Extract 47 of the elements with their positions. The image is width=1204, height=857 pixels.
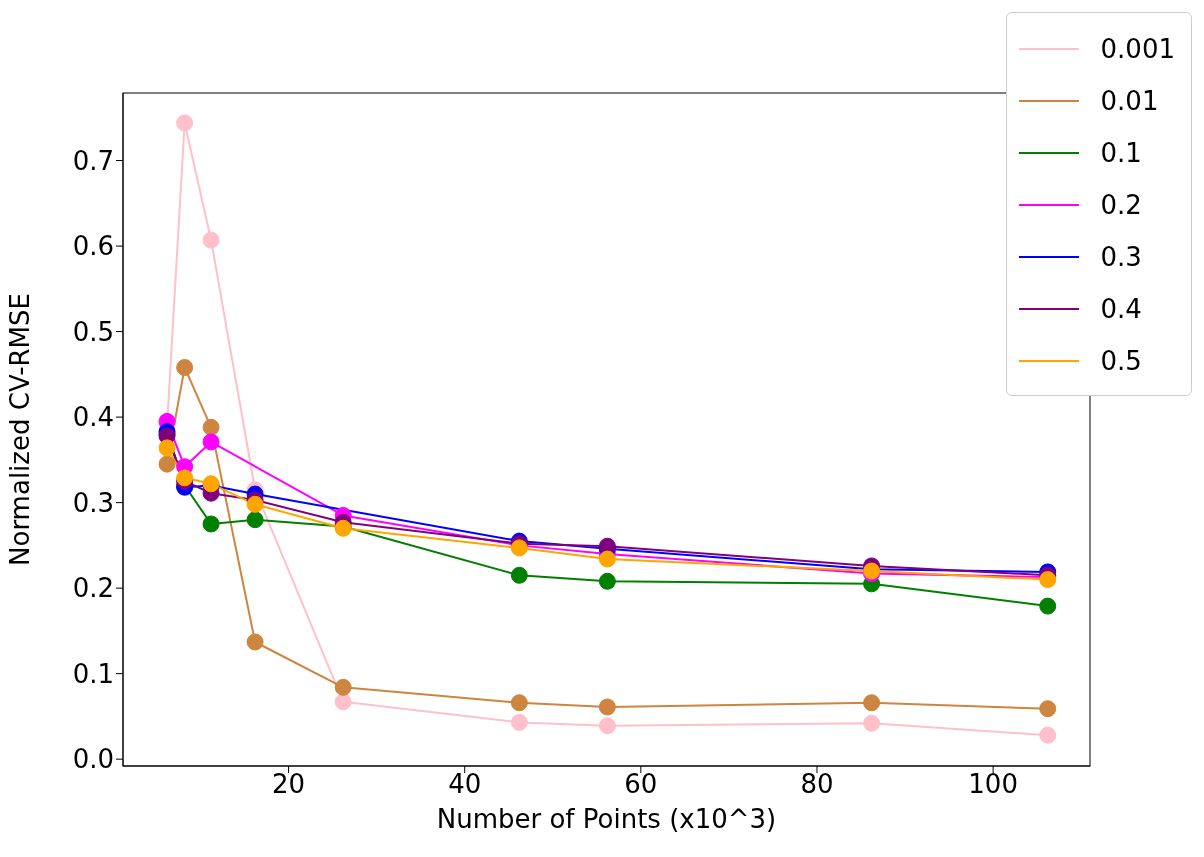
legend-label: 0.4 [1100, 294, 1142, 324]
x-tick-label: 60 [624, 769, 658, 800]
y-tick-label: 0.1 [72, 658, 114, 689]
y-tick-label: 0.4 [72, 402, 114, 433]
y-tick-label: 0.0 [72, 744, 114, 775]
x-tick-label: 80 [800, 769, 834, 800]
point [246, 633, 264, 651]
point [158, 455, 176, 473]
point [598, 572, 616, 590]
legend-label: 0.1 [1100, 138, 1142, 168]
y-tick-label: 0.5 [72, 316, 114, 347]
legend-label: 0.2 [1100, 190, 1142, 220]
point [863, 694, 881, 712]
point [158, 439, 176, 457]
point [202, 231, 220, 249]
x-tick-label: 20 [272, 769, 306, 800]
point [510, 566, 528, 584]
y-tick-label: 0.7 [72, 145, 114, 176]
legend-label: 0.001 [1100, 34, 1175, 64]
point [334, 693, 352, 711]
legend-label: 0.01 [1100, 86, 1159, 116]
y-axis-title: Normalized CV-RMSE [5, 293, 36, 566]
x-axis-title: Number of Points (x10^3) [436, 804, 777, 834]
point [246, 511, 264, 529]
point [598, 550, 616, 568]
y-tick-label: 0.3 [72, 487, 114, 518]
point [1039, 597, 1057, 615]
point [598, 698, 616, 716]
x-tick-label: 40 [448, 769, 482, 800]
y-tick-label: 0.2 [72, 573, 114, 604]
point [202, 515, 220, 533]
point [246, 495, 264, 513]
point [176, 359, 194, 376]
x-tick-label: 100 [968, 769, 1018, 800]
point [1039, 726, 1057, 744]
point [598, 717, 616, 735]
point [510, 713, 528, 731]
y-tick-label: 0.6 [72, 231, 114, 262]
legend-label: 0.3 [1100, 242, 1142, 272]
point [863, 714, 881, 732]
point [510, 694, 528, 712]
point [202, 433, 220, 451]
point [202, 418, 220, 436]
point [176, 114, 194, 132]
point [1039, 700, 1057, 718]
point [334, 678, 352, 696]
legend-label: 0.5 [1100, 346, 1142, 376]
